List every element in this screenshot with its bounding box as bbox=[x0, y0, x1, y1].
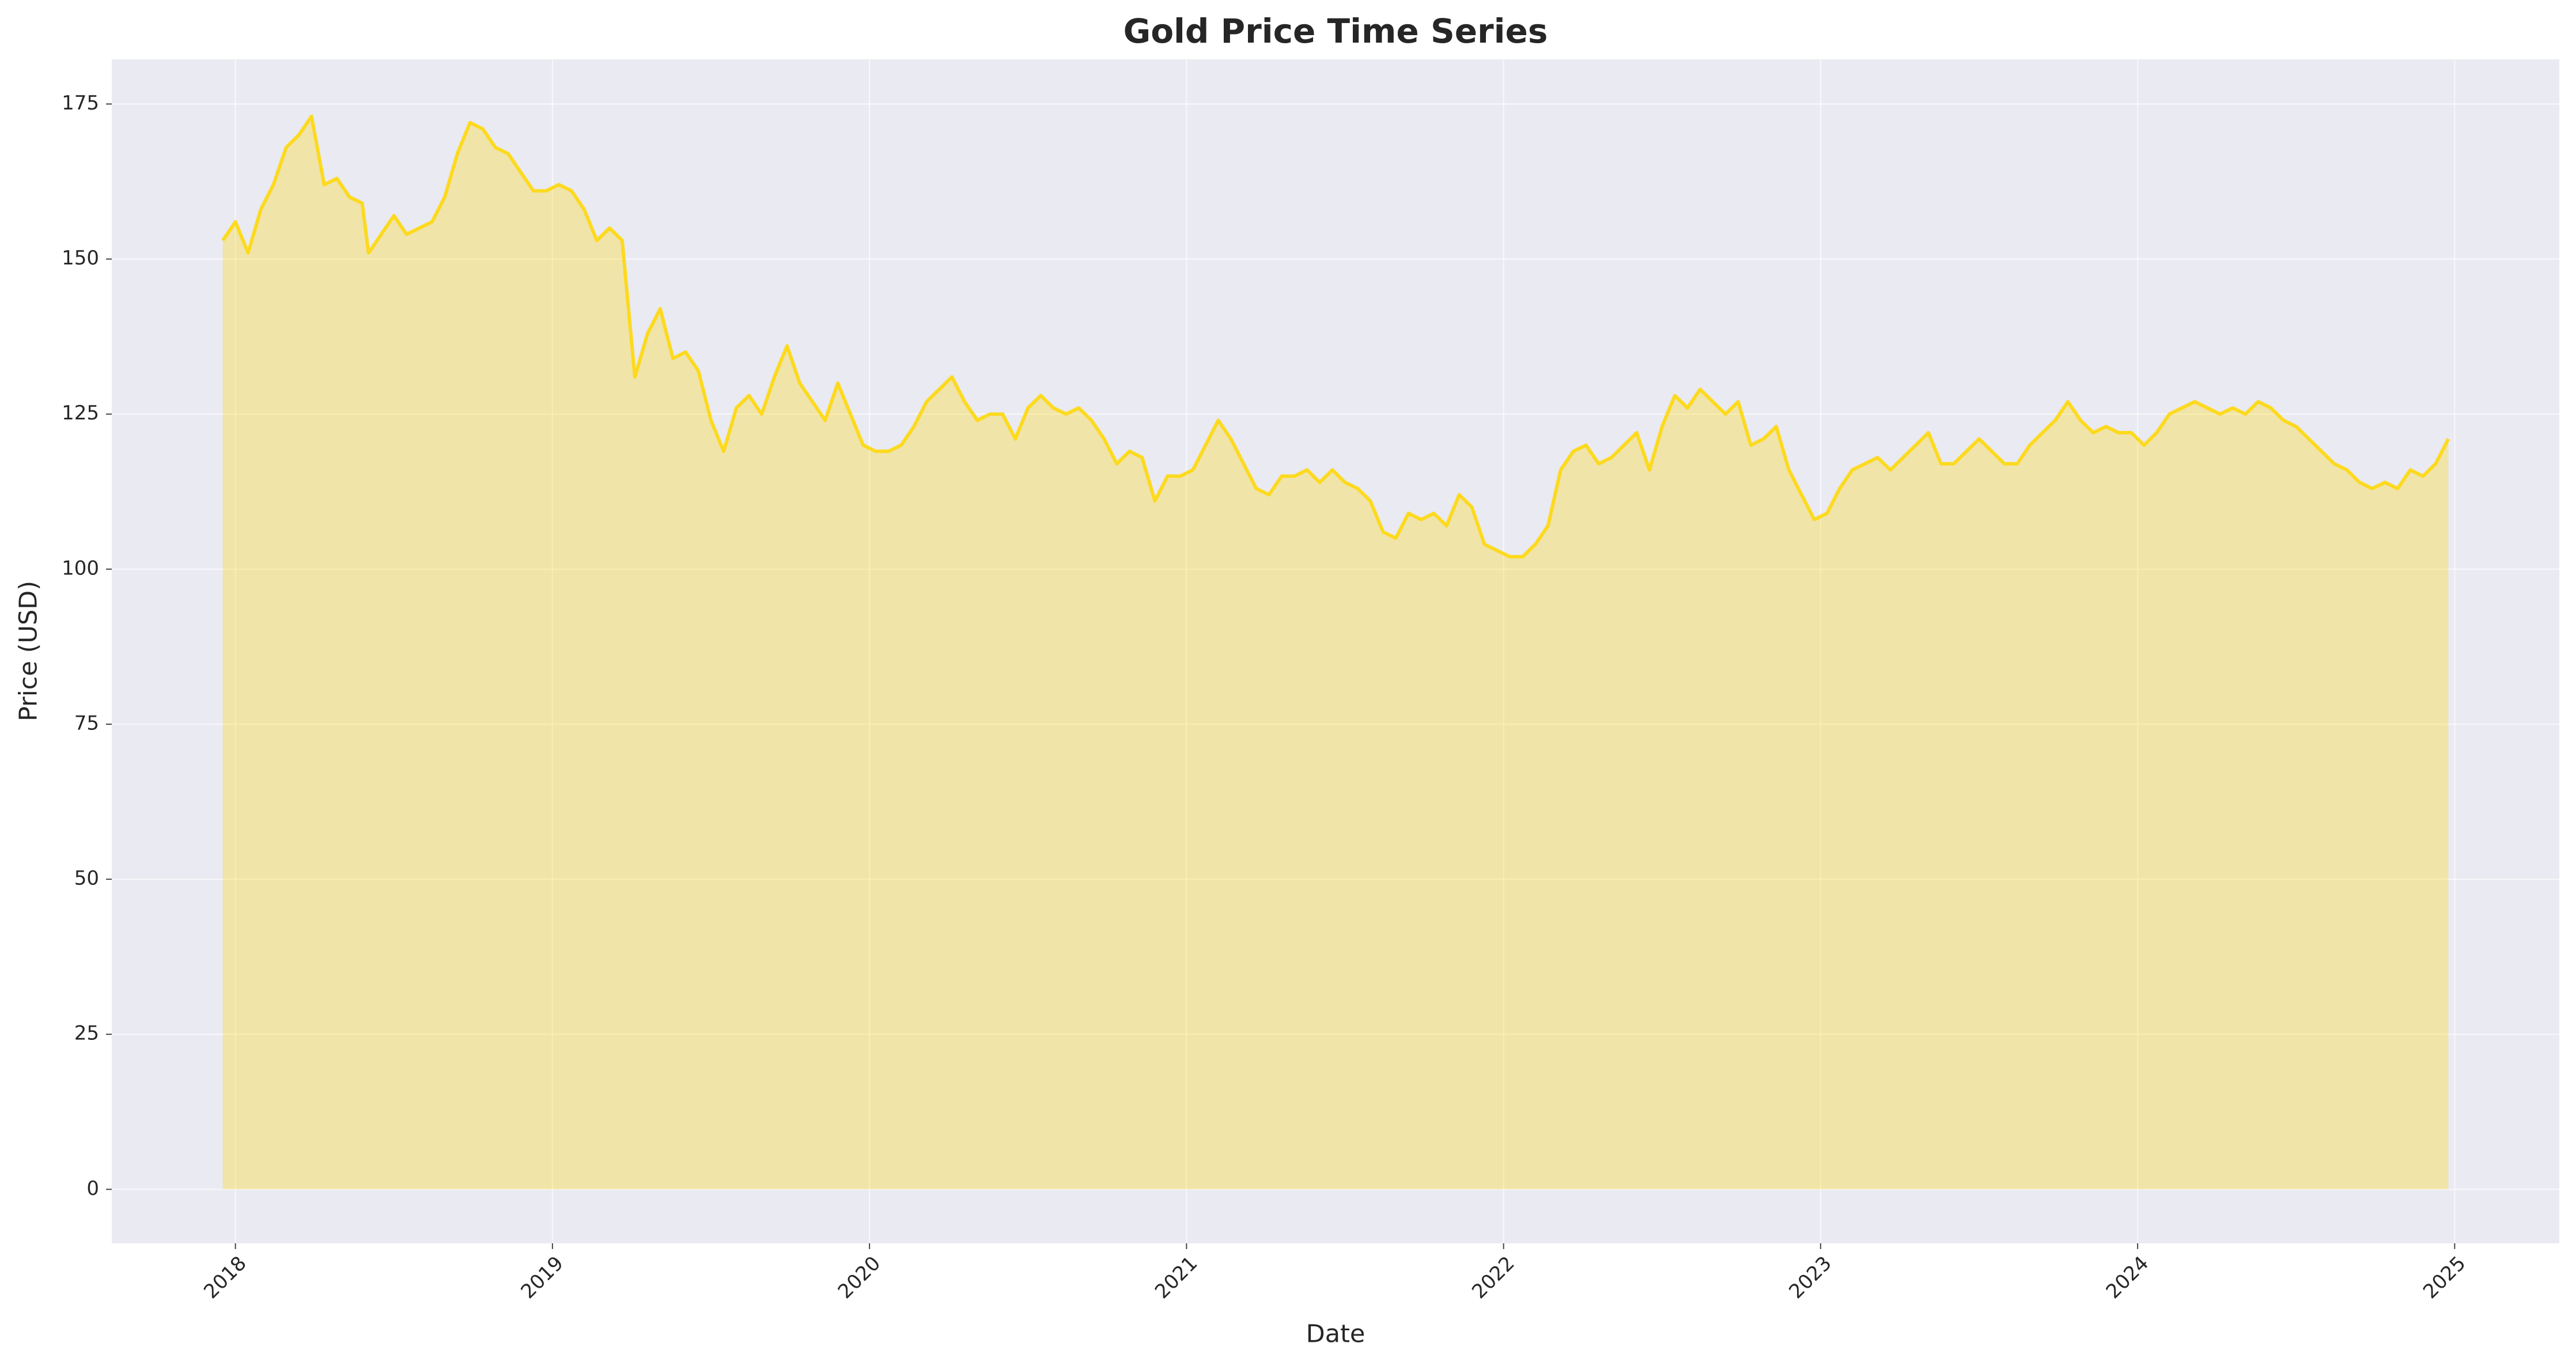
x-tick-label: 2019 bbox=[516, 1252, 568, 1303]
y-tick-label: 50 bbox=[74, 867, 99, 890]
y-tick-label: 150 bbox=[62, 247, 99, 270]
x-tick-label: 2024 bbox=[2102, 1252, 2153, 1303]
y-tick-label: 25 bbox=[74, 1022, 99, 1045]
x-axis-label: Date bbox=[1306, 1320, 1365, 1349]
y-tick-label: 125 bbox=[62, 402, 99, 425]
y-tick-label: 175 bbox=[62, 92, 99, 115]
line bbox=[221, 115, 2450, 559]
y-tick-label: 0 bbox=[86, 1177, 99, 1200]
x-tick-label: 2018 bbox=[199, 1252, 251, 1303]
y-tick-label: 75 bbox=[74, 712, 99, 735]
area bbox=[222, 116, 2449, 1190]
x-tick-label: 2025 bbox=[2419, 1252, 2470, 1303]
x-tick-label: 2020 bbox=[834, 1252, 885, 1303]
y-axis-label: Price (USD) bbox=[14, 581, 43, 721]
y-tick-label: 100 bbox=[62, 557, 99, 580]
chart-title: Gold Price Time Series bbox=[1124, 12, 1548, 51]
x-tick-label: 2022 bbox=[1467, 1252, 1519, 1303]
x-tick-label: 2023 bbox=[1785, 1252, 1836, 1303]
x-tick-label: 2021 bbox=[1151, 1252, 1202, 1303]
plot-area bbox=[112, 59, 2559, 1243]
